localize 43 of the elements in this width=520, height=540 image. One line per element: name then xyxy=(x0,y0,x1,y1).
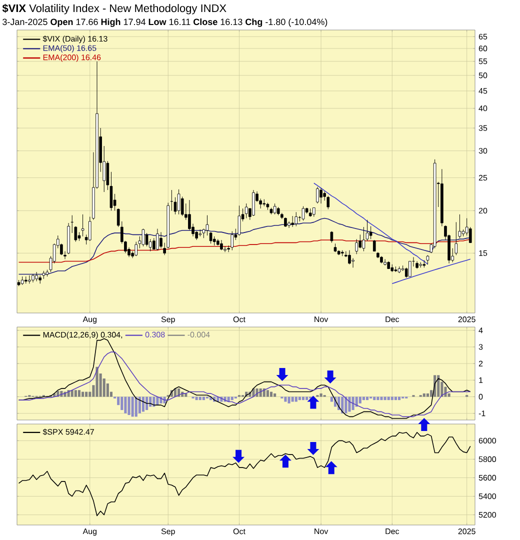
x-tick-label: Dec xyxy=(386,528,400,534)
y-tick-label: 2 xyxy=(478,360,483,366)
x-tick-label: Sep xyxy=(161,316,175,324)
y-tick-label: -1 xyxy=(478,410,486,416)
legend-label: EMA(200) 16.46 xyxy=(43,54,101,62)
y-tick-label: 45 xyxy=(478,88,488,94)
legend-label: $VIX (Daily) 16.13 xyxy=(42,36,108,44)
y-tick-label: 30 xyxy=(478,148,488,154)
text: 3-Jan-2025 Open 17.66 High 17.94 Low 16.11 Close 16.13 Chg -1.80 (-10.04%) xyxy=(2,18,328,27)
y-tick-label: 5400 xyxy=(478,493,496,500)
y-tick-label: 35 xyxy=(478,125,488,131)
y-tick-label: 4 xyxy=(478,328,483,334)
x-tick-label: Aug xyxy=(82,528,96,536)
y-tick-label: 40 xyxy=(478,105,488,112)
y-tick-label: 20 xyxy=(478,208,488,214)
y-tick-label: 5800 xyxy=(478,456,496,462)
y-tick-label: 5200 xyxy=(478,512,496,518)
y-tick-label: 15 xyxy=(479,250,488,256)
x-tick-label: Dec xyxy=(386,316,400,322)
x-tick-label: Nov xyxy=(314,528,328,534)
x-tick-label: 2025 xyxy=(458,528,476,534)
x-tick-label: 2025 xyxy=(458,316,476,322)
y-tick-label: 55 xyxy=(478,58,488,64)
y-tick-label: 6000 xyxy=(478,438,496,444)
chart-title: $VIX Volatility Index - New Methodology INDX xyxy=(2,4,226,14)
x-tick-label: Oct xyxy=(233,528,246,534)
y-tick-label: 0 xyxy=(478,394,483,400)
y-tick-label: 3 xyxy=(478,344,483,350)
y-tick-label: 25 xyxy=(478,174,488,181)
x-tick-label: Nov xyxy=(314,316,328,322)
x-tick-label: Aug xyxy=(82,316,96,324)
legend-label: $SPX 5942.47 xyxy=(42,428,94,436)
legend-label: -0.004 xyxy=(188,332,210,338)
y-tick-label: 1 xyxy=(479,377,483,383)
y-tick-label: 60 xyxy=(478,46,488,52)
legend-label: EMA(50) 16.65 xyxy=(43,45,96,52)
x-tick-label: Oct xyxy=(233,316,246,322)
y-tick-label: 65 xyxy=(478,34,488,40)
x-tick-label: Sep xyxy=(161,528,175,536)
legend-label: MACD(12,26,9) 0.304, xyxy=(43,332,122,340)
y-tick-label: 5600 xyxy=(478,474,496,481)
y-tick-label: 50 xyxy=(478,72,488,78)
legend-label: 0.308 xyxy=(145,332,165,338)
